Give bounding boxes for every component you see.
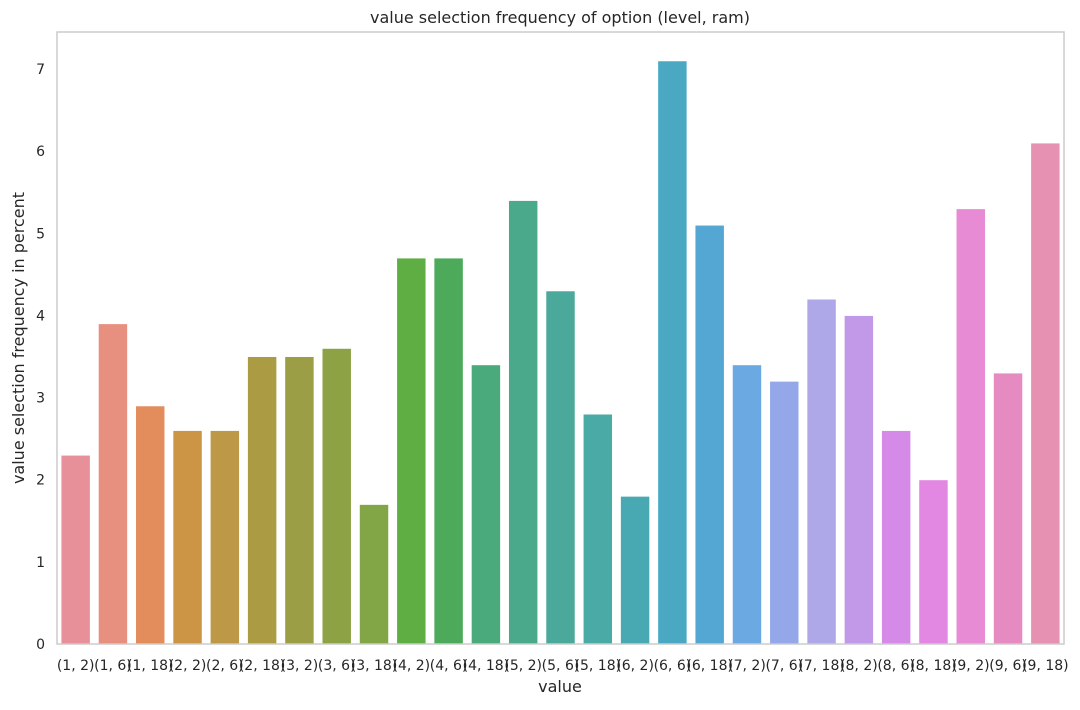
x-tick-label: (2, 18): [239, 658, 286, 674]
bar: [918, 479, 949, 645]
x-tick-label: (9, 2): [952, 658, 990, 674]
bar: [1030, 142, 1061, 645]
bar: [769, 380, 800, 645]
bar: [992, 372, 1024, 645]
bar: [955, 208, 986, 645]
bar: [507, 199, 539, 645]
x-tick-label: (7, 6): [765, 658, 803, 674]
x-tick-label: (4, 6): [430, 658, 468, 674]
bar: [135, 405, 166, 645]
y-tick-label: 0: [36, 637, 45, 653]
x-tick-labels: (1, 2) (1, 6)(1, 18)(2, 2) (2, 6)(2, 18)(3…: [57, 658, 1069, 674]
x-tick-label: (3, 2): [281, 658, 319, 674]
x-tick-label: (9, 6): [989, 658, 1027, 674]
x-tick-label: (3, 18): [351, 658, 398, 674]
x-tick-label: (8, 6): [877, 658, 915, 674]
x-tick-label: (4, 2): [392, 658, 430, 674]
y-tick-label: 4: [36, 308, 45, 324]
plot-frame: [56, 31, 1065, 645]
x-tick-label: (7, 2): [728, 658, 766, 674]
chart-title: value selection frequency of option (lev…: [370, 8, 750, 27]
y-tick-label: 7: [36, 62, 45, 78]
x-tick-label: (6, 2): [616, 658, 654, 674]
bars-layer: [60, 60, 1061, 645]
bar: [470, 364, 502, 645]
y-tick-label: 5: [36, 226, 45, 242]
bar: [97, 323, 129, 645]
bar: [582, 413, 614, 645]
x-tick-label: (4, 18): [463, 658, 510, 674]
y-tick-label: 2: [36, 473, 45, 489]
x-tick-label: (3, 6): [318, 658, 356, 674]
x-tick-label: (8, 2): [840, 658, 878, 674]
x-axis-label: value: [538, 677, 582, 696]
y-tick-labels: 0 1 2 3 4 5 6 7: [36, 62, 45, 653]
bar: [806, 298, 837, 645]
x-tick-label: (1, 6): [94, 658, 132, 674]
x-tick-label: (5, 18): [575, 658, 622, 674]
x-tick-label: (2, 2): [169, 658, 207, 674]
bar: [321, 347, 352, 645]
y-tick-label: 3: [36, 391, 45, 407]
bar: [396, 257, 427, 645]
x-tick-label: (6, 18): [686, 658, 733, 674]
x-tick-label: (8, 18): [910, 658, 957, 674]
x-tick-label: (7, 18): [798, 658, 845, 674]
bar: [619, 495, 651, 645]
bar: [731, 364, 763, 645]
bar: [246, 355, 278, 645]
x-tick-label: (2, 6): [206, 658, 244, 674]
x-tick-label: (5, 2): [504, 658, 542, 674]
x-tick-label: (9, 18): [1022, 658, 1069, 674]
y-tick-label: 1: [36, 555, 45, 571]
bar: [172, 429, 203, 645]
bar: [657, 60, 688, 645]
bar: [284, 355, 315, 645]
bar: [358, 503, 390, 645]
x-tick-label: (6, 6): [654, 658, 692, 674]
x-tick-label: (1, 2): [57, 658, 95, 674]
x-tick-label: (1, 18): [127, 658, 174, 674]
bar: [843, 314, 875, 645]
bar: [880, 429, 912, 645]
bar: [60, 454, 91, 645]
bar: [433, 257, 464, 645]
x-tick-label: (5, 6): [542, 658, 580, 674]
y-tick-label: 6: [36, 144, 45, 160]
bar: [545, 290, 576, 645]
bar: [694, 224, 725, 645]
bar: [209, 429, 241, 645]
y-axis-label: value selection frequency in percent: [9, 192, 28, 484]
